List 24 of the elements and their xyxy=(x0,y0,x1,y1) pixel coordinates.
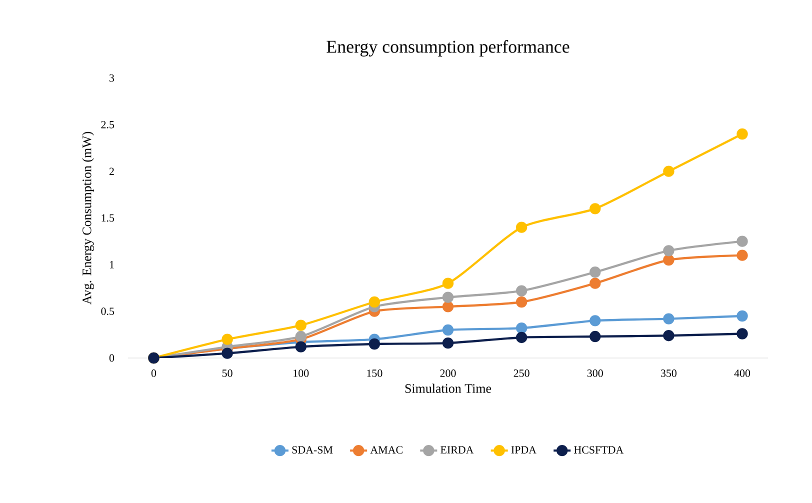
legend-label: AMAC xyxy=(370,446,402,454)
legend-label: SDA-SM xyxy=(292,446,333,454)
x-tick-label: 0 xyxy=(151,370,156,377)
y-tick-label: 2.5 xyxy=(101,120,114,128)
y-tick-label: 3 xyxy=(110,74,114,82)
x-tick-label: 350 xyxy=(661,370,676,377)
y-tick-label: 0 xyxy=(109,354,114,362)
x-tick-label: 50 xyxy=(222,370,232,377)
chart-title: Energy consumption performance xyxy=(326,40,570,57)
x-tick-label: 400 xyxy=(734,370,750,377)
x-tick-label: 300 xyxy=(587,370,603,377)
x-tick-label: 200 xyxy=(440,370,456,377)
x-tick-label: 150 xyxy=(367,370,382,377)
legend-label: EIRDA xyxy=(440,446,474,454)
legend-label: IPDA xyxy=(511,446,536,454)
y-tick-label: 0.5 xyxy=(101,308,114,316)
y-tick-label: 2 xyxy=(109,168,114,175)
x-tick-label: 100 xyxy=(294,370,309,377)
legend-label: HCSFTDA xyxy=(574,446,624,454)
x-tick-label: 250 xyxy=(514,370,530,377)
y-tick-label: 1.5 xyxy=(102,214,114,222)
x-axis-title: Simulation Time xyxy=(405,384,492,393)
y-axis-title: Avg. Energy Consumption (mW) xyxy=(82,132,94,305)
y-tick-label: 1 xyxy=(110,261,114,268)
